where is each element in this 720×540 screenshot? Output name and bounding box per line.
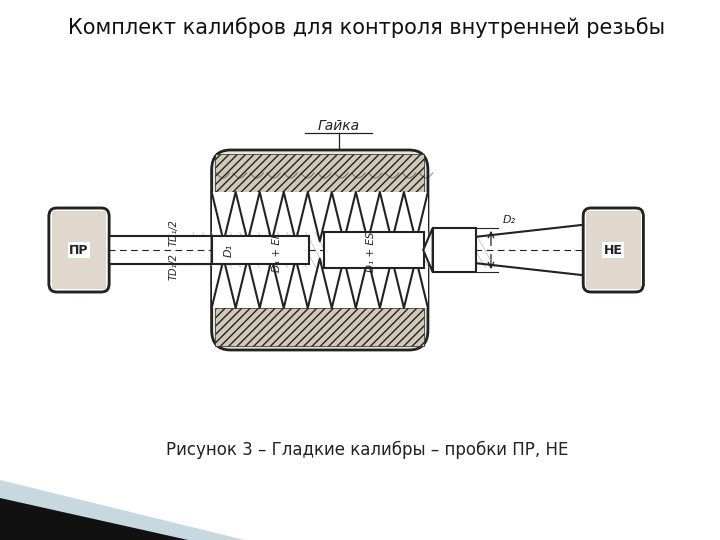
Text: Гайка: Гайка xyxy=(318,119,360,133)
FancyBboxPatch shape xyxy=(49,208,109,292)
Bar xyxy=(586,211,641,289)
Bar xyxy=(215,308,424,346)
Polygon shape xyxy=(0,498,188,540)
Bar xyxy=(52,211,107,289)
Bar xyxy=(109,236,212,264)
Text: ПР: ПР xyxy=(69,244,89,256)
Bar xyxy=(324,232,423,268)
Bar xyxy=(212,192,428,308)
Bar xyxy=(215,154,424,192)
Text: D₁ + EI: D₁ + EI xyxy=(272,235,282,273)
Polygon shape xyxy=(423,228,433,272)
Text: TD₁/2: TD₁/2 xyxy=(168,220,179,246)
Text: TD₁/2: TD₁/2 xyxy=(168,254,179,280)
Bar xyxy=(212,236,309,264)
Text: НЕ: НЕ xyxy=(604,244,623,256)
Text: D₁ + ES: D₁ + ES xyxy=(366,232,376,272)
Text: D₁: D₁ xyxy=(223,244,233,256)
Bar xyxy=(433,228,476,272)
Text: D₂: D₂ xyxy=(503,215,516,225)
FancyBboxPatch shape xyxy=(583,208,644,292)
FancyBboxPatch shape xyxy=(212,150,428,350)
Polygon shape xyxy=(0,480,245,540)
Text: Рисунок 3 – Гладкие калибры – пробки ПР, НЕ: Рисунок 3 – Гладкие калибры – пробки ПР,… xyxy=(166,441,568,459)
Text: Комплект калибров для контроля внутренней резьбы: Комплект калибров для контроля внутренне… xyxy=(68,18,665,38)
Polygon shape xyxy=(212,236,216,264)
